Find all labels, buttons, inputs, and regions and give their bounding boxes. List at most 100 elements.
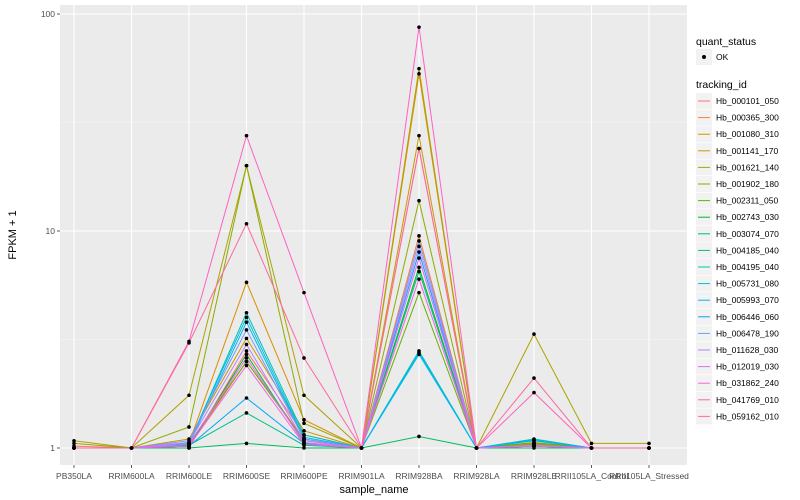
data-point — [417, 277, 421, 281]
data-point — [417, 133, 421, 138]
data-point — [417, 234, 421, 238]
x-tick-label: RRIM600PE — [280, 471, 328, 481]
y-axis-title: FPKM + 1 — [7, 210, 19, 259]
data-point — [244, 396, 249, 400]
data-point — [187, 444, 191, 448]
y-tick-label: 10 — [46, 226, 56, 236]
color-legend-label: Hb_002743_030 — [716, 212, 779, 222]
color-legend-title: tracking_id — [696, 79, 747, 91]
data-point — [417, 146, 421, 151]
color-legend-label: Hb_002311_050 — [716, 196, 779, 206]
data-point — [244, 342, 249, 347]
data-point — [417, 198, 421, 203]
data-point — [589, 446, 594, 450]
data-point — [244, 359, 249, 364]
color-legend-label: Hb_005731_080 — [716, 279, 779, 289]
data-point — [244, 336, 249, 341]
color-legend-entries: Hb_000101_050 Hb_000365_300 Hb_001080_310 H… — [696, 93, 779, 425]
data-point — [244, 315, 249, 320]
x-tick-label: RRIM901LA — [338, 471, 385, 481]
x-tick-label: RRIM928LA — [453, 471, 500, 481]
point-legend-label: OK — [716, 52, 729, 62]
data-point — [417, 352, 421, 357]
data-point — [302, 429, 306, 433]
y-tick-label: 1 — [50, 443, 55, 453]
data-point — [302, 446, 306, 450]
color-legend-label: Hb_011628_030 — [716, 345, 779, 355]
data-point — [647, 446, 651, 450]
color-legend-label: Hb_001902_180 — [716, 179, 779, 189]
color-legend-label: Hb_000101_050 — [716, 96, 779, 106]
data-point — [244, 320, 249, 324]
color-legend-label: Hb_001080_310 — [716, 129, 779, 139]
data-point — [417, 256, 421, 260]
color-legend-label: Hb_004195_040 — [716, 262, 779, 272]
data-point — [417, 434, 421, 439]
data-point — [417, 239, 421, 243]
data-point — [417, 72, 421, 76]
data-point — [302, 417, 306, 422]
data-point — [244, 363, 249, 368]
legend-key-point — [702, 55, 706, 59]
x-tick-label: RRII105LA_Control — [555, 471, 629, 481]
data-point — [417, 250, 421, 254]
x-tick-label: RRII105LA_Stressed — [609, 471, 689, 481]
data-point — [474, 446, 479, 450]
x-tick-label: PB350LA — [56, 471, 92, 481]
data-point — [302, 290, 306, 295]
data-point — [647, 441, 651, 446]
data-point — [417, 265, 421, 270]
data-point — [244, 310, 249, 315]
data-point — [532, 376, 536, 380]
x-tick-label: RRIM600SE — [223, 471, 271, 481]
color-legend-label: Hb_005993_070 — [716, 295, 779, 305]
data-point — [244, 441, 249, 446]
data-point — [244, 411, 249, 415]
data-point — [417, 66, 421, 71]
data-point — [72, 446, 76, 450]
color-legend-label: Hb_000365_300 — [716, 113, 779, 123]
data-point — [532, 332, 536, 336]
data-point — [417, 269, 421, 274]
x-tick-label: RRIM928LE — [511, 471, 558, 481]
data-point — [302, 356, 306, 360]
data-point — [244, 356, 249, 360]
data-point — [302, 421, 306, 426]
data-point — [302, 442, 306, 447]
data-point — [589, 441, 594, 446]
data-point — [532, 438, 536, 443]
color-legend-label: Hb_006478_190 — [716, 328, 779, 338]
data-point — [244, 133, 249, 138]
x-tick-label: RRIM928BA — [395, 471, 443, 481]
color-legend-label: Hb_003074_070 — [716, 229, 779, 239]
x-axis-title: sample_name — [339, 484, 408, 496]
data-point — [187, 425, 191, 429]
x-axis: PB350LA RRIM600LA RRIM600LE RRIM600SE RRIM60… — [56, 465, 689, 481]
point-legend-entries: OK — [696, 49, 729, 65]
data-point — [187, 393, 191, 398]
data-point — [417, 25, 421, 29]
data-point — [244, 221, 249, 226]
color-legend-label: Hb_006446_060 — [716, 312, 779, 322]
data-point — [187, 341, 191, 345]
color-legend-label: Hb_012019_030 — [716, 362, 779, 372]
data-point — [244, 328, 249, 332]
data-point — [532, 444, 536, 448]
data-point — [417, 244, 421, 249]
data-point — [244, 280, 249, 285]
color-legend-label: Hb_001621_140 — [716, 162, 779, 172]
data-point — [72, 441, 76, 446]
data-point — [244, 163, 249, 168]
color-legend-label: Hb_001141_170 — [716, 146, 779, 156]
data-point — [359, 446, 364, 450]
x-tick-label: RRIM600LE — [166, 471, 213, 481]
data-point — [244, 349, 249, 353]
data-point — [129, 446, 134, 450]
data-point — [302, 433, 306, 437]
data-point — [72, 438, 76, 443]
legend: quant_status OK tracking_id Hb_000101_05… — [696, 36, 779, 425]
color-legend-label: Hb_004185_040 — [716, 245, 779, 255]
color-legend-label: Hb_031862_240 — [716, 378, 779, 388]
color-legend-label: Hb_041769_010 — [716, 395, 779, 405]
